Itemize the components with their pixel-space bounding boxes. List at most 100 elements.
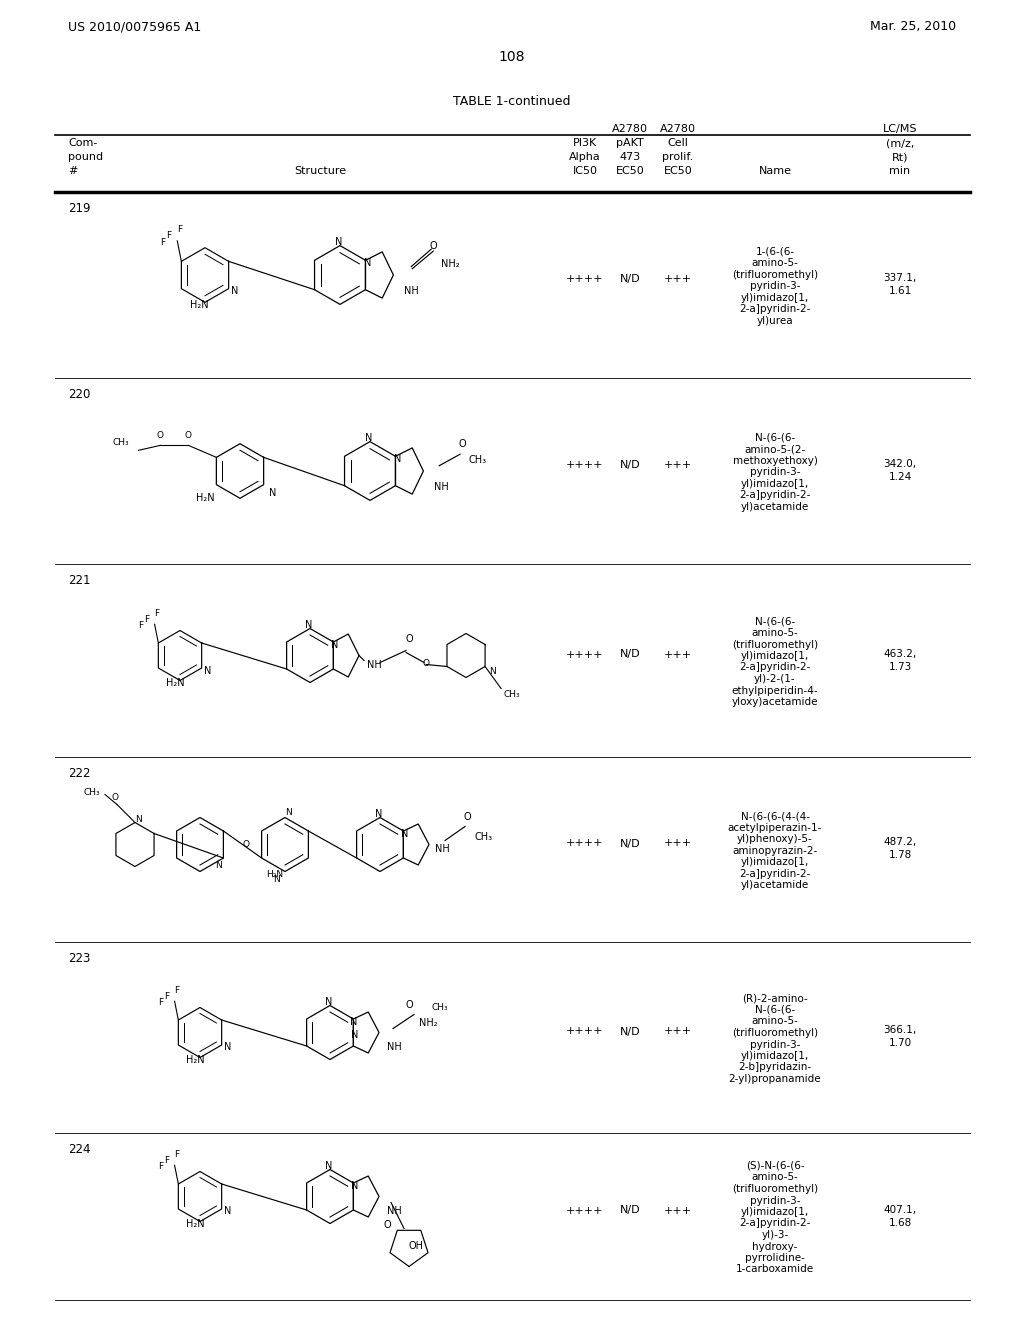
Text: O: O	[459, 440, 466, 449]
Text: O: O	[185, 430, 191, 440]
Text: N: N	[350, 1180, 358, 1191]
Text: yl)imidazo[1,: yl)imidazo[1,	[741, 651, 809, 661]
Text: 2-a]pyridin-2-: 2-a]pyridin-2-	[739, 869, 811, 879]
Text: 1.78: 1.78	[889, 850, 911, 861]
Text: N: N	[224, 1206, 231, 1217]
Text: Name: Name	[759, 166, 792, 176]
Text: 487.2,: 487.2,	[884, 837, 916, 847]
Text: (m/z,: (m/z,	[886, 139, 914, 148]
Text: +++: +++	[664, 649, 692, 660]
Text: N: N	[331, 640, 338, 649]
Text: N: N	[335, 236, 342, 247]
Text: 1.70: 1.70	[889, 1039, 911, 1048]
Text: N: N	[365, 433, 372, 442]
Text: Alpha: Alpha	[569, 152, 601, 162]
Text: CH₃: CH₃	[468, 455, 486, 465]
Text: ++++: ++++	[566, 838, 604, 849]
Text: hydroxy-: hydroxy-	[753, 1242, 798, 1251]
Text: H₂N: H₂N	[186, 1055, 205, 1065]
Text: N: N	[268, 487, 276, 498]
Text: N-(6-(6-: N-(6-(6-	[755, 1005, 795, 1015]
Text: 224: 224	[68, 1143, 90, 1156]
Text: NH: NH	[387, 1041, 401, 1052]
Text: CH₃: CH₃	[431, 1003, 447, 1012]
Text: F: F	[177, 224, 182, 234]
Text: amino-5-: amino-5-	[752, 628, 799, 638]
Text: N: N	[273, 875, 281, 884]
Text: N: N	[489, 667, 496, 676]
Text: 2-a]pyridin-2-: 2-a]pyridin-2-	[739, 490, 811, 500]
Text: ++++: ++++	[566, 1027, 604, 1036]
Text: pyridin-3-: pyridin-3-	[750, 467, 800, 478]
Text: N: N	[285, 808, 292, 817]
Text: O: O	[242, 840, 249, 849]
Text: TABLE 1-continued: TABLE 1-continued	[454, 95, 570, 108]
Text: (trifluoromethyl): (trifluoromethyl)	[732, 269, 818, 280]
Text: N: N	[400, 829, 408, 838]
Text: NH: NH	[367, 660, 382, 671]
Text: N: N	[350, 1016, 357, 1027]
Text: LC/MS: LC/MS	[883, 124, 918, 135]
Text: O: O	[157, 430, 164, 440]
Text: Cell: Cell	[668, 139, 688, 148]
Text: N/D: N/D	[620, 275, 640, 284]
Text: O: O	[112, 793, 119, 803]
Text: EC50: EC50	[664, 166, 692, 176]
Text: N-(6-(6-: N-(6-(6-	[755, 433, 795, 442]
Text: NH: NH	[434, 482, 449, 492]
Text: N: N	[134, 814, 141, 824]
Text: N-(6-(6-(4-(4-: N-(6-(6-(4-(4-	[740, 812, 810, 821]
Text: #: #	[68, 166, 78, 176]
Text: O: O	[463, 812, 471, 821]
Text: +++: +++	[664, 1027, 692, 1036]
Text: pyridin-3-: pyridin-3-	[750, 1196, 800, 1205]
Text: yl)imidazo[1,: yl)imidazo[1,	[741, 479, 809, 488]
Text: N/D: N/D	[620, 649, 640, 660]
Text: 1.73: 1.73	[889, 661, 911, 672]
Text: 1.24: 1.24	[889, 473, 911, 482]
Text: A2780: A2780	[660, 124, 696, 135]
Text: O: O	[406, 999, 413, 1010]
Text: H₂N: H₂N	[266, 870, 284, 879]
Text: N/D: N/D	[620, 1205, 640, 1216]
Text: pound: pound	[68, 152, 103, 162]
Text: 108: 108	[499, 50, 525, 63]
Text: Structure: Structure	[294, 166, 346, 176]
Text: Rt): Rt)	[892, 152, 908, 162]
Text: O: O	[423, 659, 429, 668]
Text: 219: 219	[68, 202, 90, 215]
Text: (trifluoromethyl): (trifluoromethyl)	[732, 1028, 818, 1038]
Text: F: F	[174, 986, 179, 995]
Text: N/D: N/D	[620, 838, 640, 849]
Text: +++: +++	[664, 275, 692, 284]
Text: CH₃: CH₃	[503, 690, 520, 700]
Text: 2-a]pyridin-2-: 2-a]pyridin-2-	[739, 304, 811, 314]
Text: 221: 221	[68, 574, 90, 587]
Text: N: N	[325, 997, 333, 1007]
Text: N: N	[215, 862, 222, 870]
Text: A2780: A2780	[612, 124, 648, 135]
Text: 366.1,: 366.1,	[884, 1026, 916, 1035]
Text: H₂N: H₂N	[186, 1218, 205, 1229]
Text: +++: +++	[664, 1205, 692, 1216]
Text: yloxy)acetamide: yloxy)acetamide	[732, 697, 818, 708]
Text: NH₂: NH₂	[419, 1018, 437, 1027]
Text: +++: +++	[664, 838, 692, 849]
Text: N-(6-(6-: N-(6-(6-	[755, 616, 795, 627]
Text: yl)imidazo[1,: yl)imidazo[1,	[741, 857, 809, 867]
Text: ++++: ++++	[566, 275, 604, 284]
Text: (S)-N-(6-(6-: (S)-N-(6-(6-	[745, 1162, 804, 1171]
Text: F: F	[174, 1150, 179, 1159]
Text: methoxyethoxy): methoxyethoxy)	[732, 455, 817, 466]
Text: N: N	[351, 1030, 358, 1040]
Text: (trifluoromethyl): (trifluoromethyl)	[732, 639, 818, 649]
Text: NH: NH	[387, 1205, 401, 1216]
Text: H₂N: H₂N	[197, 494, 215, 503]
Text: amino-5-: amino-5-	[752, 1016, 799, 1027]
Text: F: F	[164, 993, 169, 1002]
Text: 1.68: 1.68	[889, 1217, 911, 1228]
Text: F: F	[159, 1162, 164, 1171]
Text: pyridin-3-: pyridin-3-	[750, 281, 800, 292]
Text: N: N	[231, 286, 239, 297]
Text: 1.61: 1.61	[889, 286, 911, 296]
